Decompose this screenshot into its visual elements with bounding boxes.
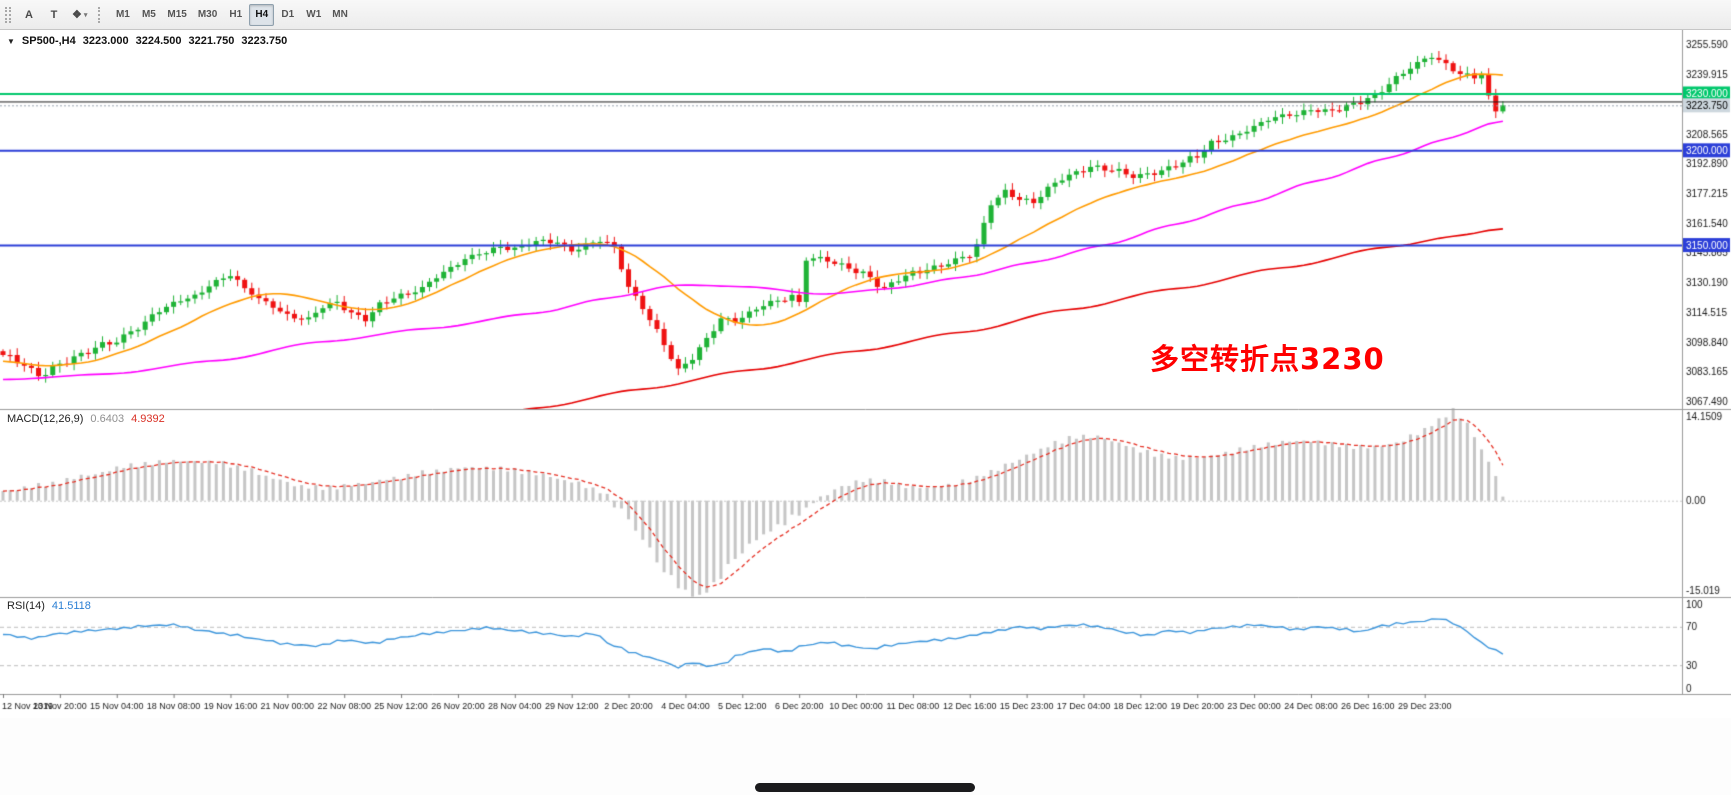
timeframe-m30-button[interactable]: M30: [193, 4, 222, 26]
ohlc-open: 3223.000: [82, 35, 129, 47]
symbol-period: SP500-,H4: [21, 35, 76, 47]
timeframe-d1-button[interactable]: D1: [275, 4, 300, 26]
toolbar-grip[interactable]: [5, 6, 11, 23]
toolbar: A T ❖ ▾ M1 M5 M15 M30 H1 H4 D1 W1 MN: [0, 0, 1731, 30]
dropdown-caret-icon: ▾: [83, 11, 88, 19]
timeframe-m1-button[interactable]: M1: [110, 4, 135, 26]
collapse-triangle-icon[interactable]: ▼: [7, 36, 15, 46]
bottom-area: [0, 718, 1731, 795]
ohlc-high: 3224.500: [135, 35, 182, 47]
macd-main-value: 0.6403: [90, 413, 125, 425]
macd-indicator-label: MACD(12,26,9) 0.6403 4.9392: [7, 413, 165, 425]
macd-name: MACD(12,26,9): [7, 413, 84, 425]
timeframe-w1-button[interactable]: W1: [301, 4, 326, 26]
shapes-dropdown-button[interactable]: ❖ ▾: [67, 4, 92, 26]
rsi-name: RSI(14): [7, 600, 45, 612]
text-tool-t-button[interactable]: T: [42, 4, 66, 26]
timeframe-m5-button[interactable]: M5: [136, 4, 161, 26]
home-indicator: [755, 783, 975, 792]
toolbar-timeframes: M1 M5 M15 M30 H1 H4 D1 W1 MN: [110, 3, 353, 26]
text-tool-a-button[interactable]: A: [17, 4, 41, 26]
timeframe-mn-button[interactable]: MN: [327, 4, 353, 26]
ohlc-low: 3221.750: [188, 35, 235, 47]
rsi-indicator-label: RSI(14) 41.5118: [7, 600, 91, 612]
ohlc-close: 3223.750: [241, 35, 288, 47]
toolbar-separator: [98, 6, 104, 23]
chart-annotation: 多空转折点3230: [1150, 342, 1385, 376]
timeframe-h4-button[interactable]: H4: [249, 3, 275, 26]
timeframe-m15-button[interactable]: M15: [162, 4, 191, 26]
macd-signal-value: 4.9392: [131, 413, 165, 425]
timeframe-h1-button[interactable]: H1: [223, 4, 248, 26]
chart-canvas[interactable]: [0, 30, 1731, 718]
symbol-ohlc-line: ▼ SP500-,H4 3223.000 3224.500 3221.750 3…: [7, 35, 287, 47]
toolbar-tools: A T ❖ ▾: [17, 4, 92, 26]
rsi-value: 41.5118: [51, 600, 91, 612]
